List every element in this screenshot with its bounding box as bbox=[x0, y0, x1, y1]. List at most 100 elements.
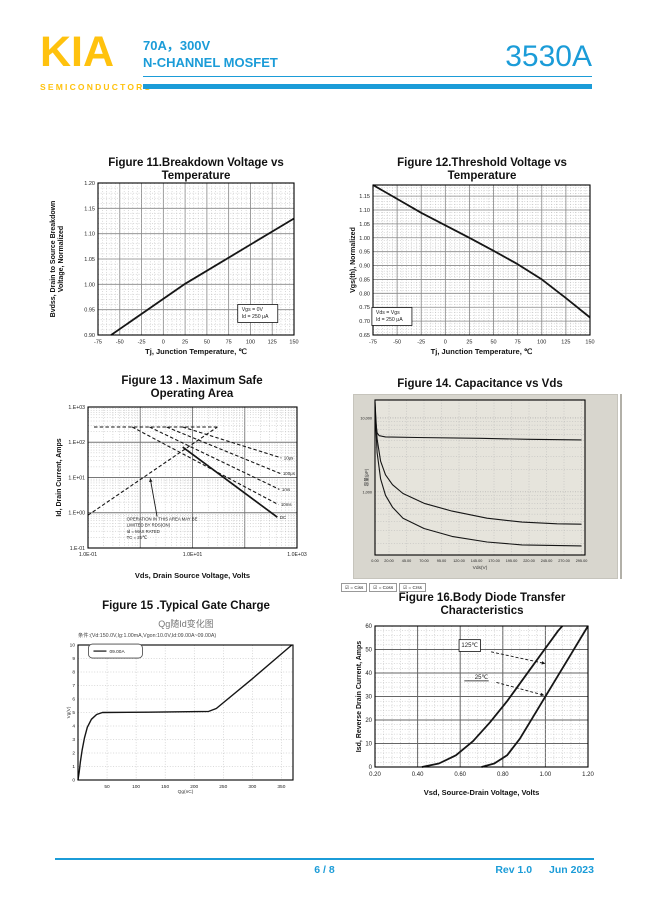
figure-13-title-line2: Operating Area bbox=[150, 388, 234, 400]
svg-text:10,000: 10,000 bbox=[360, 416, 372, 420]
svg-text:0.85: 0.85 bbox=[359, 277, 370, 283]
svg-text:295.00: 295.00 bbox=[576, 559, 588, 563]
svg-text:1.E+02: 1.E+02 bbox=[68, 440, 85, 446]
figure-15-title-line1: Figure 15 .Typical Gate Charge bbox=[102, 600, 270, 612]
svg-text:1.15: 1.15 bbox=[359, 194, 370, 200]
svg-text:0.20: 0.20 bbox=[369, 772, 381, 778]
svg-text:09.00A: 09.00A bbox=[109, 649, 125, 655]
revision-date: Jun 2023 bbox=[549, 864, 594, 876]
figure-16-title: Figure 16.Body Diode Transfer Characteri… bbox=[372, 592, 592, 618]
svg-text:75: 75 bbox=[515, 340, 521, 346]
svg-text:195.00: 195.00 bbox=[506, 559, 518, 563]
svg-text:125: 125 bbox=[561, 340, 570, 346]
figure-16-xlabel: Vsd, Source-Drain Voltage, Volts bbox=[423, 788, 540, 797]
header-rule-thick bbox=[143, 84, 592, 89]
svg-text:2: 2 bbox=[72, 751, 75, 757]
svg-text:0.95: 0.95 bbox=[84, 308, 95, 314]
svg-text:100μs: 100μs bbox=[283, 471, 296, 476]
figure-15-xlabel: Qg(nC) bbox=[177, 790, 194, 795]
svg-text:0.40: 0.40 bbox=[412, 772, 424, 778]
svg-text:DC: DC bbox=[280, 515, 286, 520]
svg-text:10μs: 10μs bbox=[284, 455, 294, 460]
svg-text:-75: -75 bbox=[369, 340, 377, 346]
device-spec-line2: N-CHANNEL MOSFET bbox=[143, 55, 278, 70]
fig15-chart: 50 100 150 200 250 300 350 0 1 2 3 4 5 6 7 8 9 10 09.00A bbox=[70, 643, 294, 790]
svg-text:1.00: 1.00 bbox=[84, 282, 95, 288]
figure-11: Figure 11.Breakdown Voltage vs Temperatu… bbox=[38, 155, 308, 373]
fig11-chart: -75 -50 -25 0 25 50 75 100 125 150 0.90 0.95 1.00 1.0… bbox=[84, 181, 298, 346]
page-indicator: 6 / 8 bbox=[314, 864, 335, 876]
kia-logo-subtext: SEMICONDUCTORS bbox=[40, 82, 153, 92]
svg-text:250: 250 bbox=[219, 784, 227, 790]
figure-15-title: Figure 15 .Typical Gate Charge bbox=[76, 600, 296, 613]
svg-text:75: 75 bbox=[226, 340, 232, 346]
svg-text:125℃: 125℃ bbox=[461, 643, 478, 649]
svg-text:8: 8 bbox=[72, 670, 75, 676]
figure-11-xlabel: Tj, Junction Temperature, ℃ bbox=[145, 347, 247, 356]
figure-12-title: Figure 12.Threshold Voltage vs Temperatu… bbox=[372, 157, 592, 183]
svg-text:70.00: 70.00 bbox=[419, 559, 429, 563]
svg-text:Vgs = 0V: Vgs = 0V bbox=[242, 307, 264, 313]
svg-text:25℃: 25℃ bbox=[475, 675, 489, 681]
svg-text:95.00: 95.00 bbox=[437, 559, 447, 563]
svg-text:1.20: 1.20 bbox=[582, 772, 594, 778]
svg-text:100: 100 bbox=[132, 784, 140, 790]
figure-12-title-line1: Figure 12.Threshold Voltage vs bbox=[397, 157, 567, 169]
svg-text:245.00: 245.00 bbox=[541, 559, 553, 563]
svg-text:1: 1 bbox=[72, 764, 75, 770]
svg-text:0.90: 0.90 bbox=[359, 264, 370, 270]
svg-text:10: 10 bbox=[365, 742, 372, 748]
svg-text:150: 150 bbox=[585, 340, 594, 346]
figure-11-title-line1: Figure 11.Breakdown Voltage vs bbox=[108, 157, 284, 169]
svg-text:0: 0 bbox=[444, 340, 447, 346]
svg-text:1.05: 1.05 bbox=[84, 257, 95, 263]
footer-rule bbox=[55, 858, 594, 860]
figure-14-panel-edge bbox=[620, 394, 622, 579]
svg-text:1.10: 1.10 bbox=[84, 232, 95, 238]
svg-text:0.75: 0.75 bbox=[359, 305, 370, 311]
svg-text:0.90: 0.90 bbox=[84, 333, 95, 339]
svg-text:0.70: 0.70 bbox=[359, 319, 370, 325]
svg-text:1.E+03: 1.E+03 bbox=[68, 405, 85, 411]
svg-text:100: 100 bbox=[537, 340, 546, 346]
svg-text:-75: -75 bbox=[94, 340, 102, 346]
capacitance-legend-coss: ☑ = Coss bbox=[369, 583, 398, 592]
svg-text:1.0E+03: 1.0E+03 bbox=[287, 552, 307, 558]
svg-text:1ms: 1ms bbox=[282, 487, 291, 492]
figure-11-title: Figure 11.Breakdown Voltage vs Temperatu… bbox=[86, 157, 306, 183]
svg-text:125: 125 bbox=[268, 340, 277, 346]
svg-text:6: 6 bbox=[72, 697, 75, 703]
svg-text:20.00: 20.00 bbox=[384, 559, 394, 563]
capacitance-legend: ☑ = Ciss ☑ = Coss ☑ = Crss bbox=[341, 583, 426, 592]
svg-text:1.0E+01: 1.0E+01 bbox=[183, 552, 203, 558]
svg-text:40: 40 bbox=[365, 671, 372, 677]
svg-text:1.10: 1.10 bbox=[359, 208, 370, 214]
svg-text:50: 50 bbox=[365, 648, 372, 654]
svg-text:-25: -25 bbox=[138, 340, 146, 346]
svg-text:220.00: 220.00 bbox=[523, 559, 535, 563]
part-number: 3530A bbox=[505, 40, 592, 73]
revision-info: Rev 1.0 Jun 2023 bbox=[394, 864, 594, 876]
fig16-chart: 0.20 0.40 0.60 0.80 1.00 1.20 0 10 20 30 40 50 60 125… bbox=[365, 624, 594, 778]
svg-text:1.00: 1.00 bbox=[359, 236, 370, 242]
svg-text:45.00: 45.00 bbox=[402, 559, 412, 563]
svg-text:0.60: 0.60 bbox=[454, 772, 466, 778]
svg-text:9: 9 bbox=[72, 656, 75, 662]
kia-logo: KIA bbox=[40, 28, 115, 76]
svg-text:7: 7 bbox=[72, 683, 75, 689]
svg-text:Id = 250 μA: Id = 250 μA bbox=[242, 314, 269, 320]
svg-text:300: 300 bbox=[248, 784, 256, 790]
figure-16-title-line1: Figure 16.Body Diode Transfer bbox=[398, 592, 566, 604]
figure-16: Figure 16.Body Diode Transfer Characteri… bbox=[340, 592, 620, 822]
svg-text:1.15: 1.15 bbox=[84, 206, 95, 212]
svg-text:200: 200 bbox=[190, 784, 198, 790]
fig13-chart: 10μs 100μs 1ms 10ms DC 1.0E-01 1.0E+01 1.0E+03 1… bbox=[68, 405, 307, 558]
svg-text:0: 0 bbox=[369, 765, 373, 771]
svg-text:1.05: 1.05 bbox=[359, 222, 370, 228]
svg-text:-50: -50 bbox=[393, 340, 401, 346]
svg-text:Vds = Vgs: Vds = Vgs bbox=[376, 310, 400, 316]
figure-13-xlabel: Vds, Drain Source Voltage, Volts bbox=[134, 571, 251, 580]
svg-text:145.00: 145.00 bbox=[471, 559, 483, 563]
figure-13: Figure 13 . Maximum Safe Operating Area … bbox=[38, 375, 308, 597]
svg-text:-50: -50 bbox=[116, 340, 124, 346]
